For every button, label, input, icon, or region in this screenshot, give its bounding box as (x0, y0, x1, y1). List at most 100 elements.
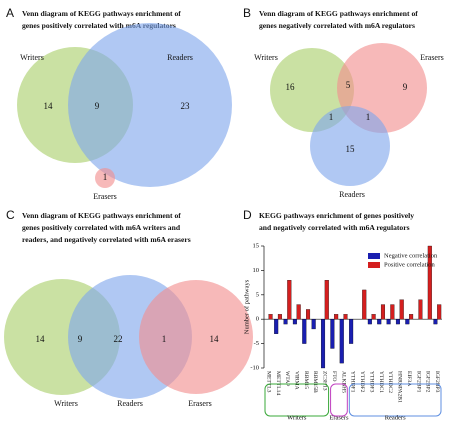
bar (330, 319, 335, 349)
legend-label: Negative correlation (384, 252, 438, 259)
category-label: YTHDF1 (350, 371, 356, 393)
set-name: Readers (167, 53, 193, 62)
group-bracket (348, 383, 442, 417)
region-count: 9 (95, 101, 100, 111)
set-name: Readers (339, 190, 365, 199)
set-name: Writers (20, 53, 44, 62)
panel-title: and negatively correlated with m6A regul… (259, 223, 410, 232)
panel-title: genes negatively correlated with m6A reg… (259, 21, 415, 30)
panel-label: A (6, 6, 14, 20)
set-name: Erasers (93, 192, 117, 201)
category-label: EIF3A (406, 371, 412, 386)
legend-label: Positive correlation (384, 261, 435, 268)
category-label: IGF2BP1 (415, 371, 421, 393)
category-label: WTAP (284, 371, 290, 386)
category-label: FTO (331, 371, 337, 381)
bar (427, 245, 432, 320)
category-label: RBM15B (312, 371, 318, 393)
region-count: 1 (366, 112, 371, 122)
bar (433, 319, 438, 325)
bar (302, 319, 307, 344)
y-tick-label: 10 (253, 267, 260, 274)
venn-set (310, 106, 390, 186)
panel-title: Venn diagram of KEGG pathways enrichment… (22, 9, 181, 18)
region-count: 5 (346, 80, 351, 90)
panel-title: KEGG pathways enrichment of genes positi… (259, 211, 414, 220)
bar (306, 309, 311, 320)
bar (367, 319, 372, 325)
bar (334, 314, 339, 320)
category-label: ALKBH5 (340, 371, 346, 393)
bar (418, 299, 423, 320)
region-count: 14 (210, 334, 220, 344)
venn-set (68, 23, 232, 187)
bar (292, 319, 297, 325)
set-name: Writers (54, 399, 78, 408)
bar (349, 319, 354, 344)
group-bracket (264, 383, 330, 417)
category-label: IGF2BP2 (425, 371, 431, 393)
region-count: 14 (36, 334, 46, 344)
bar (311, 319, 316, 330)
bar (399, 299, 404, 320)
bar (339, 319, 344, 364)
panel-title: readers, and negatively correlated with … (22, 235, 191, 244)
bar (274, 319, 279, 334)
bar (343, 314, 348, 320)
category-label: METTL3 (265, 371, 271, 393)
bar (409, 314, 414, 320)
category-label: ZC3H13 (322, 371, 328, 391)
bar (395, 319, 400, 325)
region-count: 1 (329, 112, 334, 122)
region-count: 15 (346, 144, 356, 154)
bar (283, 319, 288, 325)
panel-title: Venn diagram of KEGG pathways enrichment… (22, 211, 181, 220)
region-count: 1 (103, 172, 108, 182)
venn-set (139, 280, 253, 394)
category-label: METTL14 (275, 371, 281, 395)
y-tick-label: -10 (250, 364, 259, 371)
panel-title: genes positively correlated with m6A reg… (22, 21, 176, 30)
y-tick-label: -5 (254, 340, 259, 347)
bar (371, 314, 376, 320)
y-tick-label: 5 (256, 291, 259, 298)
set-name: Writers (254, 53, 278, 62)
region-count: 1 (162, 334, 167, 344)
set-name: Readers (117, 399, 143, 408)
y-tick-label: 0 (256, 316, 259, 323)
bar (320, 319, 326, 369)
panel-title: genes positively correlated with m6A wri… (22, 223, 181, 232)
set-name: Erasers (420, 53, 444, 62)
bar (405, 319, 410, 325)
bar (296, 304, 301, 320)
region-count: 14 (44, 101, 54, 111)
bar (437, 304, 442, 320)
set-name: Erasers (188, 399, 212, 408)
group-label: Writers (287, 414, 307, 421)
category-label: HNRNPA2B1 (397, 371, 403, 403)
bar (386, 319, 391, 325)
bar (287, 280, 292, 320)
bar (277, 314, 282, 320)
category-label: YTHDC1 (378, 371, 384, 393)
venn-set (95, 168, 115, 188)
bar (377, 319, 382, 325)
bar (380, 304, 386, 320)
category-label: YTHDF3 (368, 371, 374, 393)
region-count: 9 (78, 334, 83, 344)
group-bracket (330, 383, 348, 417)
bar (324, 280, 329, 320)
bar (268, 314, 273, 320)
bar (390, 304, 395, 320)
panel-label: D (243, 208, 252, 222)
panel-label: B (243, 6, 251, 20)
category-label: RBM15 (303, 371, 309, 389)
region-count: 16 (286, 82, 296, 92)
region-count: 9 (403, 82, 408, 92)
region-count: 23 (181, 101, 191, 111)
group-label: Erasers (329, 414, 349, 421)
panel-label: C (6, 208, 15, 222)
y-tick-label: 15 (253, 242, 260, 249)
y-axis-label: Number of pathways (243, 279, 250, 334)
